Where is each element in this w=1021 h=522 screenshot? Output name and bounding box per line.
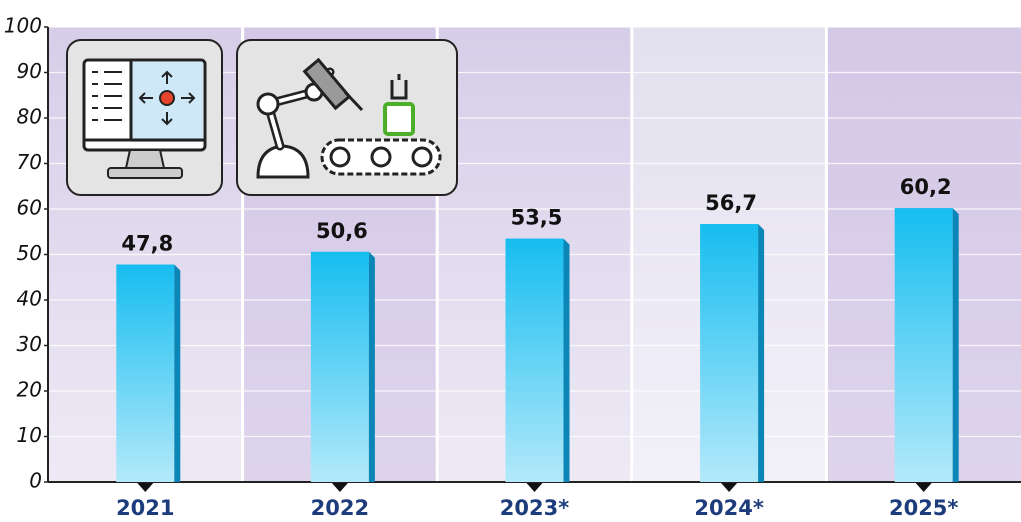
value-label: 56,7 [705,191,757,215]
category-marker [527,483,543,492]
y-tick-label: 10 [17,423,42,447]
bar-side [758,224,764,482]
y-tick-label: 60 [17,196,42,220]
bar [895,208,953,482]
y-tick-label: 0 [29,469,42,493]
category-marker [332,483,348,492]
bar [311,252,369,482]
chart: 0 10 20 30 40 50 60 70 80 90 100 47,8 2021 50,6 2022 53… [0,0,1021,522]
bar [116,265,174,482]
x-tick-label: 2023* [500,496,569,520]
value-label: 47,8 [121,232,173,256]
bar [506,239,564,482]
y-tick-label: 100 [4,14,42,38]
x-tick-label: 2025* [889,496,958,520]
y-tick-label: 20 [17,378,42,402]
icon-robot [237,40,457,195]
value-label: 50,6 [316,219,368,243]
category-marker [916,483,932,492]
y-tick-label: 30 [17,332,42,356]
y-tick-label: 70 [17,150,42,174]
category-marker [721,483,737,492]
value-label: 60,2 [900,175,952,199]
y-tick-label: 50 [17,241,42,265]
y-tick-label: 90 [17,59,42,83]
bar-side [953,208,959,482]
y-tick-label: 80 [17,105,42,129]
bar-side [174,265,180,482]
icon-computer [67,40,222,195]
value-label: 53,5 [511,206,563,230]
bar-side [564,239,570,482]
x-tick-label: 2021 [116,496,174,520]
category-marker [137,483,153,492]
x-tick-label: 2022 [311,496,369,520]
y-tick-label: 40 [17,287,42,311]
bar-side [369,252,375,482]
bar [700,224,758,482]
x-tick-label: 2024* [694,496,763,520]
